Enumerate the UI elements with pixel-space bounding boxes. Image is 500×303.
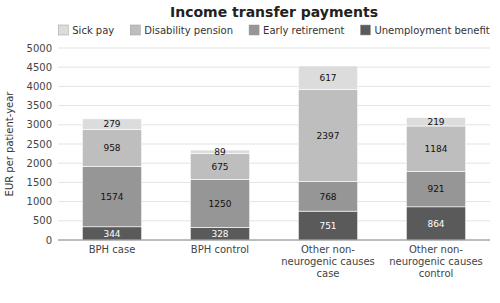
bar-segment xyxy=(190,179,249,227)
x-tick-label: BPH control xyxy=(191,244,249,255)
grid xyxy=(58,48,490,240)
y-tick-label: 5000 xyxy=(27,43,52,54)
x-tick-label-line: control xyxy=(419,268,454,279)
x-tick-label-line: neurogenic causes xyxy=(389,256,483,267)
x-tick-label-line: Other non- xyxy=(409,244,463,255)
x-tick-label-line: BPH case xyxy=(89,244,136,255)
bar-segment xyxy=(82,166,141,226)
legend-item: Early retirement xyxy=(249,25,344,36)
bar-segment xyxy=(298,182,357,211)
grid-line xyxy=(58,67,490,68)
legend-swatch xyxy=(58,25,68,35)
grid-line xyxy=(58,48,490,49)
legend-label: Early retirement xyxy=(263,25,344,36)
legend-item: Sick pay xyxy=(58,25,114,36)
data-label: 89 xyxy=(214,147,226,157)
x-tick-label-line: case xyxy=(317,268,340,279)
legend: Sick pay Disability pension Early retireme… xyxy=(58,25,490,36)
x-tick-label-line: Other non- xyxy=(301,244,355,255)
data-label: 344 xyxy=(103,229,120,239)
chart-svg: Income transfer payments EUR per patient-… xyxy=(0,0,500,303)
data-label: 279 xyxy=(103,119,120,129)
x-tick-label: Other non-neurogenic causescase xyxy=(281,244,375,279)
data-labels: 344 328 751 864 1574 1250 768 921 958 675 2397 1184… xyxy=(101,73,448,239)
data-label: 1184 xyxy=(425,144,448,154)
data-label: 328 xyxy=(211,229,228,239)
y-tick-label: 4000 xyxy=(27,81,52,92)
data-label: 675 xyxy=(211,162,228,172)
bars xyxy=(82,66,465,240)
data-label: 219 xyxy=(427,117,444,127)
y-tick-label: 0 xyxy=(46,235,52,246)
data-label: 751 xyxy=(319,221,336,231)
bar-segment xyxy=(190,153,249,179)
y-tick-label: 1500 xyxy=(27,177,52,188)
legend-label: Sick pay xyxy=(72,25,114,36)
legend-swatch xyxy=(360,25,370,35)
x-tick-label: BPH case xyxy=(89,244,136,255)
y-axis-label: EUR per patient-year xyxy=(4,91,15,197)
y-tick-label: 500 xyxy=(33,215,52,226)
bar-segment xyxy=(298,90,357,182)
y-tick-label: 3000 xyxy=(27,119,52,130)
bar-segment xyxy=(190,227,249,240)
chart-title: Income transfer payments xyxy=(170,4,378,20)
bar-segment xyxy=(82,119,141,130)
bar-segment xyxy=(82,130,141,167)
y-tick-label: 2000 xyxy=(27,158,52,169)
legend-swatch xyxy=(249,25,259,35)
bar-segment xyxy=(298,211,357,240)
grid-line xyxy=(58,240,490,241)
x-axis-line xyxy=(58,240,490,241)
y-tick-label: 3500 xyxy=(27,100,52,111)
y-tick-label: 2500 xyxy=(27,139,52,150)
data-label: 1574 xyxy=(101,192,124,202)
data-label: 768 xyxy=(319,192,336,202)
legend-item: Unemployment benefit xyxy=(360,25,489,36)
data-label: 864 xyxy=(427,219,444,229)
x-tick-label: Other non-neurogenic causescontrol xyxy=(389,244,483,279)
legend-label: Disability pension xyxy=(144,25,233,36)
data-label: 617 xyxy=(319,73,336,83)
data-label: 2397 xyxy=(317,131,340,141)
y-tick-label: 4500 xyxy=(27,62,52,73)
bar-segment xyxy=(406,207,465,240)
grid-line xyxy=(58,105,490,106)
legend-label: Unemployment benefit xyxy=(374,25,489,36)
bar-segment xyxy=(406,126,465,171)
data-label: 958 xyxy=(103,143,120,153)
chart-container: Income transfer payments EUR per patient-… xyxy=(0,0,500,303)
bar-segment xyxy=(82,227,141,240)
legend-swatch xyxy=(130,25,140,35)
bar-segment xyxy=(406,118,465,126)
x-tick-label-line: BPH control xyxy=(191,244,249,255)
bar-segment xyxy=(406,171,465,206)
data-label: 1250 xyxy=(209,199,232,209)
grid-line xyxy=(58,86,490,87)
bar-segment xyxy=(298,66,357,90)
data-label: 921 xyxy=(427,184,444,194)
y-tick-label: 1000 xyxy=(27,196,52,207)
legend-item: Disability pension xyxy=(130,25,233,36)
x-tick-label-line: neurogenic causes xyxy=(281,256,375,267)
